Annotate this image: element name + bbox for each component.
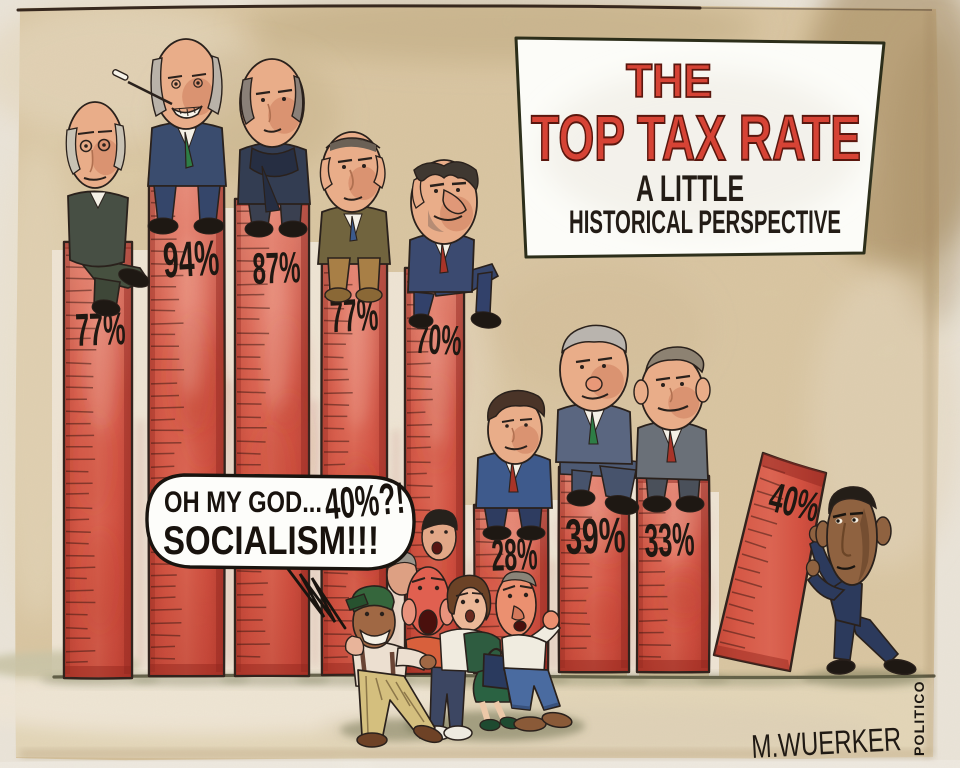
svg-text:TOP TAX RATE: TOP TAX RATE bbox=[531, 102, 861, 174]
svg-text:POLITICO: POLITICO bbox=[911, 680, 927, 756]
svg-text:THE: THE bbox=[626, 54, 712, 107]
svg-text:M.WUERKER: M.WUERKER bbox=[750, 720, 902, 765]
svg-text:HISTORICAL PERSPECTIVE: HISTORICAL PERSPECTIVE bbox=[569, 204, 841, 240]
svg-text:SOCIALISM!!!: SOCIALISM!!! bbox=[163, 519, 379, 563]
svg-text:A LITTLE: A LITTLE bbox=[636, 168, 744, 209]
svg-text:40%?!: 40%?! bbox=[323, 474, 407, 530]
svg-text:OH MY GOD...: OH MY GOD... bbox=[164, 486, 322, 519]
